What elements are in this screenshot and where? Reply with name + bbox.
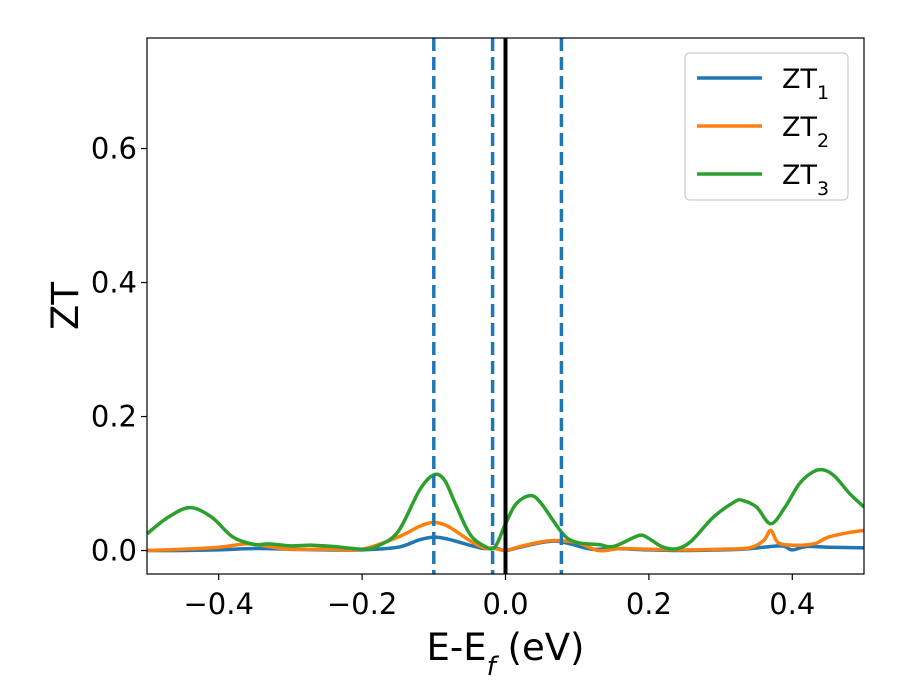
y-tick-label: 0.2 [91,400,137,434]
x-axis-title-main: E-E [427,626,487,669]
x-tick-label: −0.4 [183,587,253,621]
legend-box [684,52,849,201]
y-tick-label: 0.6 [91,132,137,166]
legend-label-1: ZT1 [782,64,829,104]
x-tick-label: 0.0 [482,587,528,621]
legend: ZT1 ZT2 ZT3 [684,52,849,201]
series-line-3 [147,467,864,551]
legend-label-2: ZT2 [782,112,829,152]
y-tick-label: 0.0 [91,534,137,568]
y-axis-title: ZT [44,282,87,330]
x-tick-label: 0.4 [769,587,815,621]
x-axis-title-unit: (eV) [496,626,585,669]
legend-label-3: ZT3 [782,160,829,200]
x-axis-ticks: −0.4 −0.2 0.0 0.2 0.4 [183,574,815,621]
x-tick-label: 0.2 [626,587,672,621]
vertical-reference-lines [432,38,564,574]
y-axis-ticks: 0.0 0.2 0.4 0.6 [91,132,147,568]
x-axis-title: E-Ef (eV) [427,626,585,682]
x-tick-label: −0.2 [327,587,397,621]
y-tick-label: 0.4 [91,266,137,300]
series-lines [147,467,864,553]
series-line-2 [147,520,864,553]
